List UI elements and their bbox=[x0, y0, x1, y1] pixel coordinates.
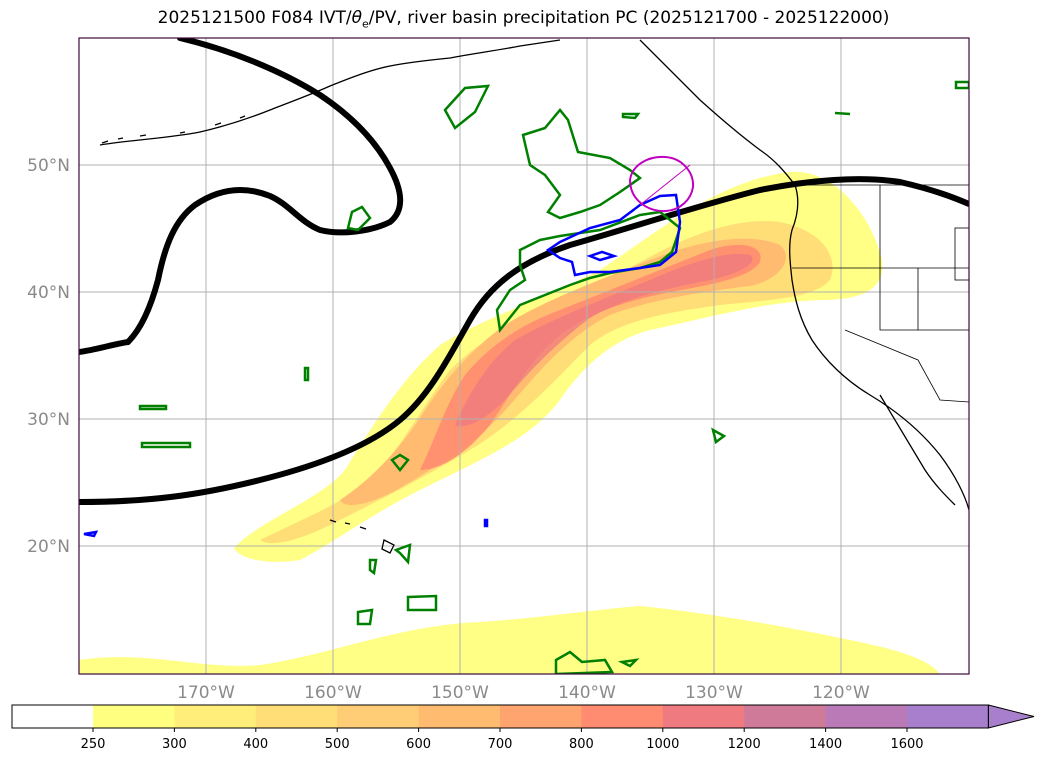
green-contours bbox=[138, 80, 969, 674]
blue-contours bbox=[83, 193, 682, 538]
lon-label-140w: 140°W bbox=[558, 683, 616, 703]
colorbar-label: 300 bbox=[162, 737, 187, 752]
pv-main-contour bbox=[79, 176, 969, 505]
lat-label-50n: 50°N bbox=[27, 156, 70, 176]
aleutian-islands bbox=[101, 115, 246, 144]
colorbar-label: 250 bbox=[81, 737, 106, 752]
colorbar-label: 800 bbox=[569, 737, 594, 752]
colorbar-label: 1200 bbox=[728, 737, 761, 752]
colorbar-label: 600 bbox=[406, 737, 431, 752]
colorbar-label: 1600 bbox=[890, 737, 923, 752]
colorbar-segment bbox=[581, 705, 664, 728]
colorbar-segment bbox=[337, 705, 420, 728]
ivt-south-band bbox=[79, 606, 940, 674]
colorbar-segment bbox=[174, 705, 257, 728]
graticule bbox=[79, 38, 969, 674]
colorbar-label: 700 bbox=[488, 737, 513, 752]
colorbar-segment bbox=[744, 705, 827, 728]
colorbar-label: 1000 bbox=[646, 737, 679, 752]
lon-label-130w: 130°W bbox=[685, 683, 743, 703]
lon-label-120w: 120°W bbox=[812, 683, 870, 703]
colorbar-label: 1400 bbox=[809, 737, 842, 752]
colorbar-below-segment bbox=[12, 705, 93, 728]
colorbar-label: 400 bbox=[243, 737, 268, 752]
baja-california bbox=[879, 394, 956, 506]
lon-label-150w: 150°W bbox=[431, 683, 489, 703]
alaska-coast bbox=[99, 39, 561, 146]
map-frame bbox=[78, 37, 970, 675]
colorbar-segment bbox=[825, 705, 908, 728]
pv-contours bbox=[79, 38, 969, 505]
colorbar-segment bbox=[500, 705, 582, 728]
colorbar-label: 500 bbox=[325, 737, 350, 752]
colorbar-segment bbox=[662, 705, 745, 728]
lon-axis: 170°W 160°W 150°W 140°W 130°W 120°W bbox=[177, 683, 870, 703]
lon-label-170w: 170°W bbox=[177, 683, 235, 703]
colorbar-segment bbox=[93, 705, 175, 728]
coastlines bbox=[99, 39, 969, 554]
map-title: 2025121500 F084 IVT/θe/PV, river basin p… bbox=[157, 8, 890, 31]
lat-label-40n: 40°N bbox=[27, 283, 70, 303]
colorbar: 250 300 400 500 600 700 800 1000 1200 1400 1600 bbox=[11, 704, 1035, 752]
colorbar-segment bbox=[907, 705, 989, 728]
colorbar-segment bbox=[255, 705, 338, 728]
hawaii-islands bbox=[329, 519, 395, 554]
lat-label-30n: 30°N bbox=[27, 410, 70, 430]
us-west-coast bbox=[789, 184, 969, 511]
canada-coast bbox=[639, 39, 796, 186]
ivt-1000-band bbox=[455, 253, 753, 427]
lat-axis: 50°N 40°N 30°N 20°N bbox=[27, 156, 70, 557]
lon-label-160w: 160°W bbox=[304, 683, 362, 703]
lat-label-20n: 20°N bbox=[27, 537, 70, 557]
colorbar-extension-arrow bbox=[987, 704, 1035, 729]
pv-upper-loop bbox=[79, 38, 404, 355]
state-borders bbox=[792, 184, 969, 403]
colorbar-segment bbox=[418, 705, 501, 728]
magenta-contour bbox=[628, 155, 695, 213]
